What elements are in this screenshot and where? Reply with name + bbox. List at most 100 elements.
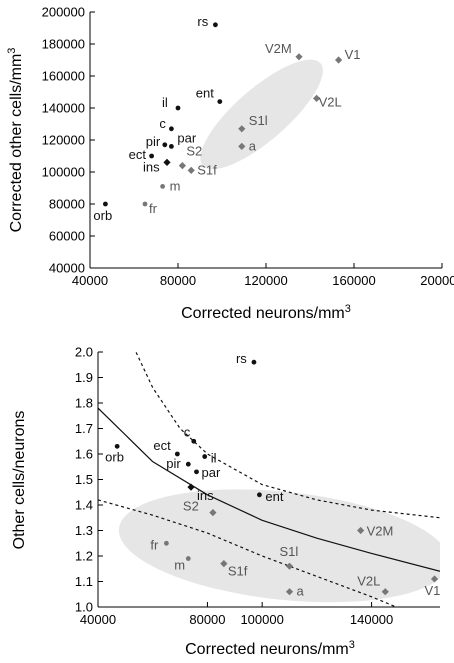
- data-point-rs-circle: [251, 359, 257, 365]
- point-label-v2m: V2M: [265, 41, 292, 56]
- data-point-v2m-diamond: [295, 53, 303, 61]
- data-point-c-circle: [169, 126, 174, 132]
- dashed-fit-curve-1: [135, 352, 440, 519]
- point-label-il: il: [162, 95, 168, 110]
- y-tick-label: 60000: [49, 229, 85, 244]
- y-tick-label: 1.5: [75, 472, 93, 487]
- point-label-fr: fr: [150, 537, 159, 552]
- y-tick-label: 80000: [49, 197, 85, 212]
- point-label-c: c: [184, 424, 191, 439]
- data-point-il-circle: [175, 105, 181, 111]
- x-axis-label-text: Corrected neurons/mm: [185, 641, 349, 658]
- x-axis-label: Corrected neurons/mm3: [185, 639, 355, 658]
- y-tick-label: 1.0: [75, 600, 93, 615]
- data-point-ent-circle: [257, 492, 262, 498]
- y-axis-label-text: Other cells/neurons: [11, 411, 28, 550]
- y-tick-label: 1.6: [75, 447, 93, 462]
- solid-fit-curve-0: [98, 407, 440, 572]
- y-tick-label: 1.8: [75, 396, 93, 411]
- point-label-c: c: [159, 116, 166, 131]
- point-label-pir: pir: [146, 134, 161, 149]
- x-axis-label-text: Corrected neurons/mm: [181, 305, 345, 322]
- plot-area: [200, 59, 323, 170]
- point-label-ins: ins: [143, 159, 160, 174]
- point-label-v1: V1: [425, 583, 441, 598]
- data-point-par-circle: [194, 469, 199, 475]
- point-label-v2m: V2M: [367, 524, 394, 539]
- y-tick-label: 1.4: [75, 498, 93, 513]
- x-axis-label-sup: 3: [349, 639, 355, 651]
- x-axis-label-sup: 3: [345, 303, 351, 315]
- point-label-s1l: S1l: [280, 544, 299, 559]
- point-label-fr: fr: [149, 201, 158, 216]
- data-point-s1f-diamond: [220, 560, 228, 568]
- y-tick-label: 140000: [42, 101, 85, 116]
- data-point-v2l-diamond: [381, 588, 389, 596]
- point-label-il: il: [211, 451, 217, 466]
- y-tick-label: 1.7: [75, 421, 93, 436]
- data-point-v1-diamond: [430, 575, 439, 583]
- point-label-par: par: [201, 465, 220, 480]
- point-label-ent: ent: [196, 86, 214, 101]
- y-tick-label: 160000: [42, 69, 85, 84]
- point-label-v2l: V2L: [357, 574, 380, 589]
- data-point-ins-diamond: [163, 158, 171, 166]
- point-label-ins: ins: [197, 488, 214, 503]
- data-point-fr-circle: [164, 540, 169, 546]
- point-label-orb: orb: [93, 208, 112, 223]
- data-point-pir-circle: [162, 142, 168, 148]
- x-tick-label: 160000: [332, 273, 375, 288]
- plot-area: [98, 352, 440, 607]
- point-label-rs: rs: [236, 351, 247, 366]
- y-axis-label-text: Corrected other cells/mm: [8, 54, 25, 233]
- x-tick-label: 80000: [160, 273, 196, 288]
- data-point-orb-circle: [114, 443, 120, 449]
- data-point-s2-diamond: [209, 509, 217, 517]
- y-axis-label-sup: 3: [6, 48, 18, 54]
- data-point-ins-diamond: [187, 483, 195, 491]
- point-label-ent: ent: [265, 489, 283, 504]
- data-point-a-diamond: [285, 588, 294, 596]
- point-label-m: m: [170, 178, 181, 193]
- data-point-s1f-diamond: [187, 166, 195, 174]
- x-tick-label: 120000: [244, 273, 287, 288]
- bottom-scatter-chart: 1.0 1.1 1.2 1.3 1.4 1.5 1.6 1.7 1.8 1.9 2.0 40000 80…: [11, 345, 441, 659]
- y-tick-label: 1.9: [75, 370, 93, 385]
- point-label-par: par: [177, 130, 196, 145]
- data-point-ect-circle: [174, 451, 180, 457]
- point-label-s1f: S1f: [228, 564, 248, 579]
- x-tick-label: 140000: [350, 612, 393, 627]
- data-point-c-circle: [191, 438, 197, 444]
- y-tick-label: 120000: [42, 133, 85, 148]
- point-label-v1: V1: [345, 47, 361, 62]
- point-label-a: a: [297, 584, 305, 599]
- data-point-fr-circle: [142, 201, 148, 207]
- dashed-fit-curve-2: [98, 499, 397, 607]
- point-label-orb: orb: [105, 449, 124, 464]
- data-point-ent-circle: [217, 99, 223, 104]
- x-tick-label: 200000: [420, 273, 454, 288]
- data-point-v1-diamond: [335, 56, 343, 64]
- x-tick-label: 80000: [189, 612, 225, 627]
- y-tick-label: 2.0: [75, 345, 93, 360]
- point-label-rs: rs: [197, 14, 208, 29]
- data-point-m-circle: [160, 184, 166, 189]
- point-label-v2l: V2L: [319, 94, 342, 109]
- x-axis-label: Corrected neurons/mm3: [181, 303, 351, 322]
- y-tick-label: 100000: [42, 165, 85, 180]
- y-tick-label: 200000: [42, 5, 85, 20]
- point-label-ect: ect: [153, 438, 171, 453]
- y-tick-label: 1.2: [75, 549, 93, 564]
- y-tick-label: 1.1: [75, 574, 93, 589]
- y-tick-label: 40000: [49, 261, 85, 276]
- point-label-ect: ect: [129, 147, 147, 162]
- y-tick-label: 1.3: [75, 523, 93, 538]
- point-label-s1f: S1f: [197, 162, 217, 177]
- data-point-s1l-diamond: [285, 562, 294, 570]
- data-point-il-circle: [202, 454, 208, 459]
- data-point-pir-circle: [185, 461, 191, 467]
- y-axis-label: Corrected other cells/mm3: [6, 48, 25, 233]
- point-label-s1l: S1l: [249, 113, 268, 128]
- point-label-s2: S2: [186, 144, 202, 159]
